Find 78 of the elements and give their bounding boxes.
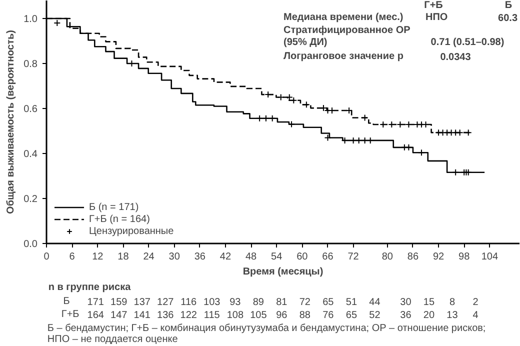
x-tick-label: 36 <box>194 252 206 262</box>
text: 2 <box>472 297 479 308</box>
text: 65 <box>322 297 334 308</box>
text: 171 <box>87 297 104 308</box>
x-tick-label: 104 <box>481 252 498 262</box>
x-tick-label: 80 <box>382 252 394 262</box>
y-tick-label: 0.6 <box>24 104 38 115</box>
text: 65 <box>346 310 358 321</box>
annotation: Медиана времени (мес.) <box>284 12 404 23</box>
legend-label: Б (n = 171) <box>89 201 139 213</box>
text: 15 <box>423 297 435 308</box>
text: Б <box>63 296 70 307</box>
text: 103 <box>204 297 221 308</box>
x-tick-label: 54 <box>271 252 283 262</box>
x-tick-label: 6 <box>69 252 76 262</box>
text: Г+Б <box>61 309 80 320</box>
y-axis-title: Общая выживаемость (вероятность) <box>6 30 17 214</box>
text: 159 <box>110 297 128 308</box>
text: 116 <box>180 297 198 308</box>
x-tick-label: 60 <box>296 252 308 262</box>
text: 36 <box>400 310 412 321</box>
annotation: Г+Б <box>424 0 443 11</box>
text: 52 <box>369 310 381 321</box>
annotation: Стратифицированное ОР <box>284 25 411 36</box>
x-tick-label: 72 <box>348 252 360 262</box>
text: 44 <box>369 297 381 308</box>
text: Б – бендамустин; Г+Б – комбинация обинутузумаба и бендамустина; ОР – отношение рисков; <box>47 323 486 334</box>
y-tick-label: 0.0 <box>24 239 38 250</box>
annotation: (95% ДИ) <box>284 37 328 48</box>
text: 72 <box>299 297 311 308</box>
annotation: 0.0343 <box>440 52 472 63</box>
text: НПО – не поддается оценке <box>47 334 178 345</box>
legend-label: Цензурированные <box>89 225 174 237</box>
y-tick-label: 0.2 <box>24 194 38 205</box>
text: 164 <box>87 310 104 321</box>
text: 88 <box>299 310 311 321</box>
text: 76 <box>322 310 334 321</box>
text: 147 <box>110 310 128 321</box>
text: 30 <box>400 297 412 308</box>
x-tick-label: 48 <box>245 252 258 262</box>
y-tick-label: 1.0 <box>24 14 38 25</box>
x-tick-label: 30 <box>168 252 180 262</box>
x-tick-label: 0 <box>44 252 50 262</box>
text: 127 <box>157 297 174 308</box>
x-tick-label: 12 <box>92 252 104 262</box>
x-tick-label: 92 <box>432 252 445 262</box>
text: n в группе риска <box>48 282 132 293</box>
text: 136 <box>157 310 174 321</box>
annotation: 0.71 (0.51–0.98) <box>430 37 504 48</box>
text: 4 <box>472 310 479 321</box>
text: 122 <box>180 310 198 321</box>
x-tick-label: 24 <box>143 252 155 262</box>
text: 108 <box>226 310 244 321</box>
legend-label: Г+Б (n = 164) <box>89 213 150 225</box>
text: 141 <box>134 310 151 321</box>
annotation: НПО <box>426 12 448 23</box>
text: 8 <box>449 297 456 308</box>
text: 93 <box>230 297 242 308</box>
x-tick-label: 42 <box>220 252 232 262</box>
x-tick-label: 98 <box>458 252 470 262</box>
x-tick-label: 18 <box>118 252 130 262</box>
text: 51 <box>346 297 358 308</box>
annotation: 60.3 <box>498 13 518 24</box>
text: 96 <box>276 310 288 321</box>
annotation: Б <box>504 0 512 11</box>
text: 137 <box>134 297 151 308</box>
y-tick-label: 0.8 <box>24 59 38 70</box>
x-tick-label: 86 <box>407 252 419 262</box>
text: 13 <box>446 310 458 321</box>
text: 89 <box>252 297 264 308</box>
annotation: Логранговое значение р <box>284 51 404 62</box>
x-axis-title: Время (месяцы) <box>242 266 324 278</box>
y-tick-label: 0.4 <box>24 149 38 160</box>
text: 81 <box>276 297 288 308</box>
text: 20 <box>423 310 435 321</box>
text: 105 <box>250 310 268 321</box>
x-tick-label: 66 <box>322 252 334 262</box>
text: 115 <box>204 310 220 321</box>
